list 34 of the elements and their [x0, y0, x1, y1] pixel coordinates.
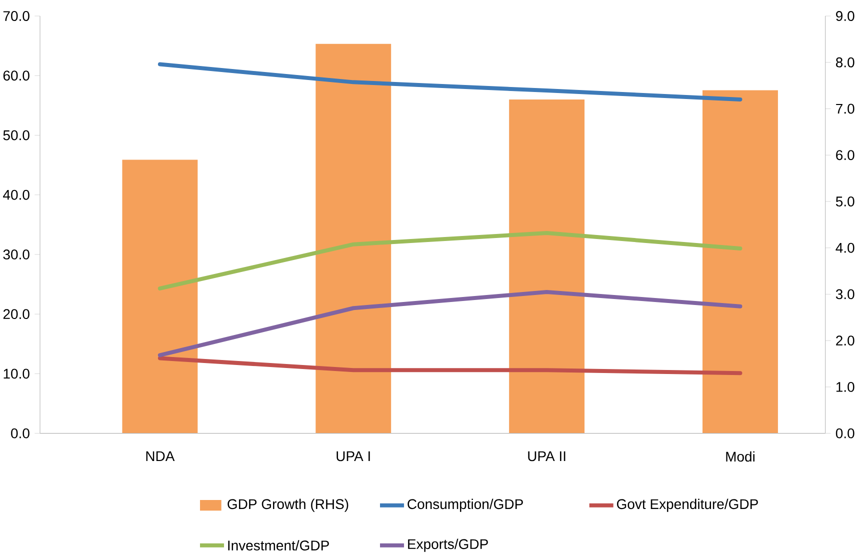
- line-series: [158, 62, 742, 102]
- bar: [509, 99, 585, 434]
- legend-label: Exports/GDP: [408, 538, 488, 552]
- y2-tick-label: 6.0: [836, 150, 854, 160]
- y-tick-label: 50.0: [3, 130, 30, 140]
- y-tick-label: 60.0: [3, 70, 30, 81]
- y-tick-label: 30.0: [3, 250, 30, 260]
- bar: [702, 90, 778, 434]
- y2-tick-label: 2.0: [836, 336, 854, 346]
- y2-tick-label: 4.0: [836, 242, 854, 253]
- line-series: [158, 231, 742, 290]
- y2-tick-label: 9.0: [836, 11, 854, 21]
- y2-tick-label: 3.0: [836, 289, 854, 300]
- line-series: [158, 290, 742, 358]
- x-tick-label: UPA II: [528, 451, 566, 462]
- bar: [122, 160, 198, 434]
- y-tick-label: 0.0: [11, 428, 30, 438]
- y-tick-label: 20.0: [3, 309, 30, 320]
- legend-label: Govt Expenditure/GDP: [616, 498, 758, 512]
- y2-tick-label: 5.0: [836, 196, 854, 206]
- x-tick-label: Modi: [726, 451, 754, 462]
- y2-tick-label: 1.0: [836, 382, 854, 392]
- y-tick-label: 70.0: [3, 11, 30, 21]
- bar: [316, 44, 392, 434]
- y2-tick-label: 8.0: [836, 57, 854, 68]
- x-tick-label: NDA: [146, 451, 175, 461]
- y2-tick-label: 7.0: [836, 104, 854, 114]
- y-tick-label: 40.0: [3, 190, 30, 200]
- x-tick-label: UPA I: [336, 451, 370, 462]
- legend-label: Investment/GDP: [228, 540, 329, 550]
- y2-tick-label: 0.0: [836, 428, 854, 438]
- legend-label: Consumption/GDP: [408, 498, 523, 512]
- legend-label: GDP Growth (RHS): [228, 498, 348, 512]
- y-tick-label: 10.0: [4, 368, 30, 379]
